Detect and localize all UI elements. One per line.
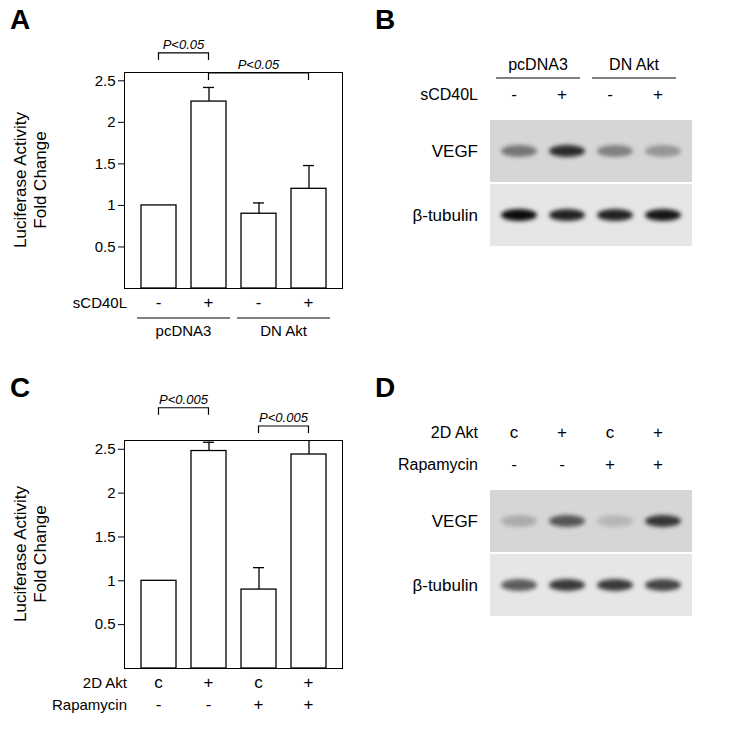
svg-text:-: - xyxy=(607,85,613,104)
svg-text:-: - xyxy=(511,85,517,104)
svg-text:VEGF: VEGF xyxy=(432,142,478,161)
svg-text:sCD40L: sCD40L xyxy=(420,86,478,103)
svg-text:-: - xyxy=(156,293,162,312)
svg-text:+: + xyxy=(304,695,314,714)
svg-text:β-tubulin: β-tubulin xyxy=(412,576,478,595)
svg-text:1: 1 xyxy=(107,196,115,213)
svg-text:2: 2 xyxy=(107,113,115,130)
svg-text:+: + xyxy=(254,695,264,714)
svg-text:+: + xyxy=(304,673,314,692)
svg-text:+: + xyxy=(204,673,214,692)
svg-text:-: - xyxy=(559,455,565,474)
svg-text:c: c xyxy=(254,673,263,692)
svg-text:sCD40L: sCD40L xyxy=(73,294,127,311)
svg-text:pcDNA3: pcDNA3 xyxy=(156,322,212,339)
html-text:A: A xyxy=(10,4,31,35)
html-text:B: B xyxy=(375,4,396,35)
svg-text:β-tubulin: β-tubulin xyxy=(412,206,478,225)
svg-text:P<0.005: P<0.005 xyxy=(159,392,209,407)
svg-text:DN Akt: DN Akt xyxy=(609,56,659,73)
svg-text:-: - xyxy=(156,695,162,714)
html-text:C: C xyxy=(10,372,31,403)
html-text:D: D xyxy=(375,372,396,403)
svg-text:Rapamycin: Rapamycin xyxy=(52,696,127,713)
svg-text:DN Akt: DN Akt xyxy=(260,322,308,339)
svg-text:1.5: 1.5 xyxy=(95,528,116,545)
svg-text:pcDNA3: pcDNA3 xyxy=(508,56,568,73)
svg-text:0.5: 0.5 xyxy=(95,238,116,255)
svg-text:+: + xyxy=(605,455,615,474)
svg-text:2: 2 xyxy=(107,484,115,501)
svg-text:+: + xyxy=(653,455,663,474)
svg-text:1: 1 xyxy=(107,572,115,589)
svg-text:2.5: 2.5 xyxy=(95,440,116,457)
svg-text:+: + xyxy=(653,85,663,104)
svg-text:-: - xyxy=(256,293,262,312)
svg-text:-: - xyxy=(206,695,212,714)
svg-text:P<0.005: P<0.005 xyxy=(259,410,309,425)
svg-text:0.5: 0.5 xyxy=(95,615,116,632)
svg-text:Rapamycin: Rapamycin xyxy=(398,456,478,473)
svg-text:-: - xyxy=(511,455,517,474)
svg-text:+: + xyxy=(304,293,314,312)
svg-text:c: c xyxy=(606,423,615,442)
svg-text:VEGF: VEGF xyxy=(432,512,478,531)
svg-text:P<0.05: P<0.05 xyxy=(238,57,280,72)
svg-text:Luciferase ActivityFold Change: Luciferase ActivityFold Change xyxy=(11,485,50,622)
svg-text:+: + xyxy=(557,423,567,442)
svg-text:+: + xyxy=(653,423,663,442)
svg-text:1.5: 1.5 xyxy=(95,155,116,172)
svg-text:c: c xyxy=(154,673,163,692)
svg-text:2.5: 2.5 xyxy=(95,72,116,89)
svg-text:2D Akt: 2D Akt xyxy=(83,674,128,691)
svg-text:2D Akt: 2D Akt xyxy=(431,424,479,441)
svg-text:c: c xyxy=(510,423,519,442)
svg-text:Luciferase ActivityFold Change: Luciferase ActivityFold Change xyxy=(11,111,50,248)
svg-text:P<0.05: P<0.05 xyxy=(163,37,205,52)
svg-text:+: + xyxy=(557,85,567,104)
svg-text:+: + xyxy=(204,293,214,312)
